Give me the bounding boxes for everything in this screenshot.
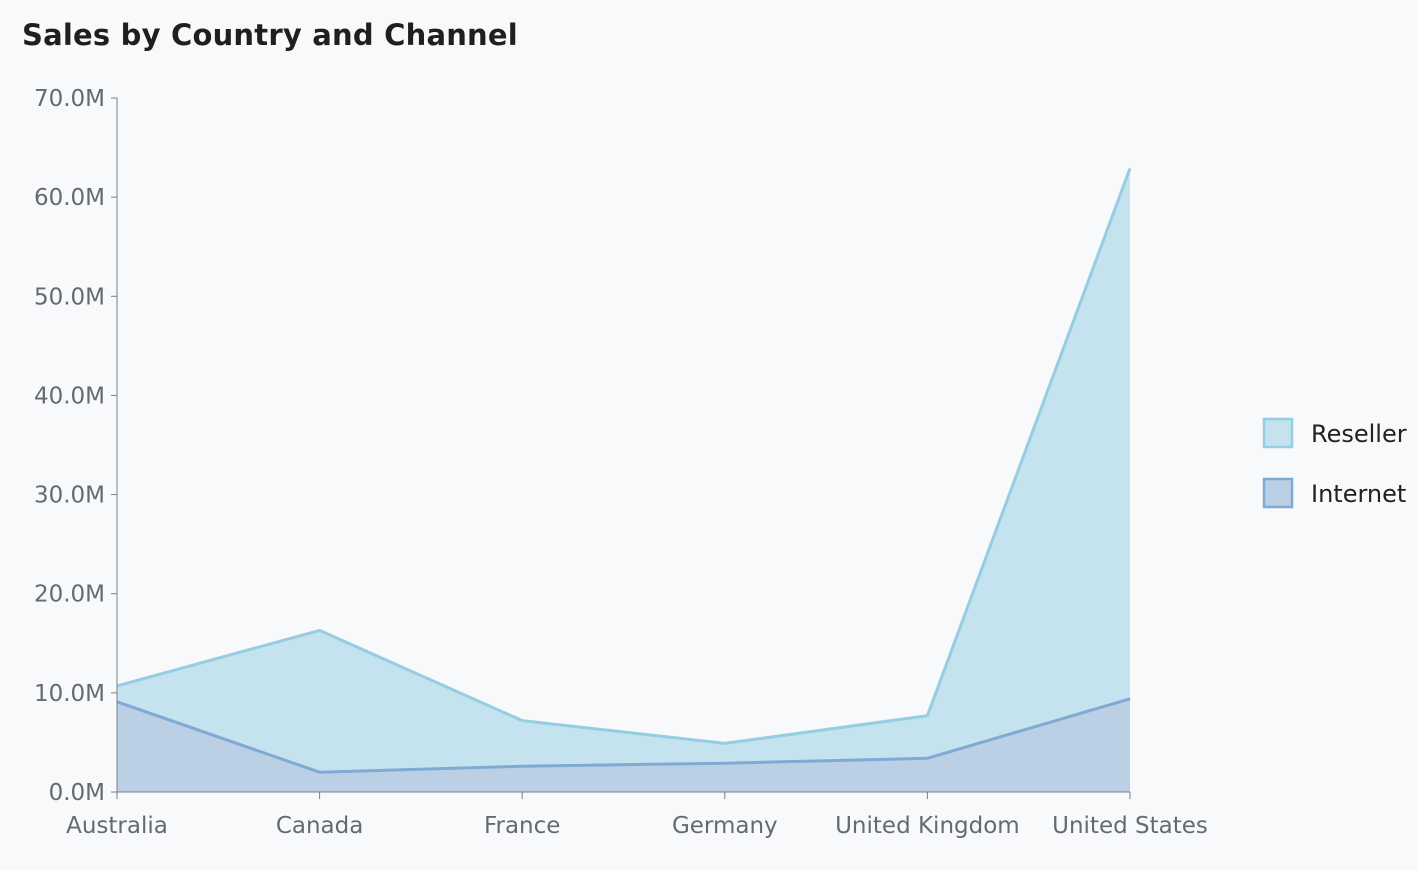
x-tick-label: Australia bbox=[66, 813, 168, 839]
y-tick-label: 40.0M bbox=[34, 383, 105, 409]
y-tick-label: 20.0M bbox=[34, 582, 105, 608]
legend-label-reseller: Reseller bbox=[1311, 420, 1407, 448]
y-tick-label: 70.0M bbox=[34, 86, 105, 112]
x-tick-label: United Kingdom bbox=[835, 813, 1020, 839]
legend-label-internet: Internet bbox=[1311, 480, 1406, 508]
x-tick-label: Canada bbox=[276, 813, 364, 839]
x-tick-label: Germany bbox=[672, 813, 778, 839]
series-areas bbox=[116, 167, 1132, 792]
legend-swatch-reseller bbox=[1262, 417, 1294, 449]
y-tick-label: 60.0M bbox=[34, 185, 105, 211]
area-reseller bbox=[117, 168, 1130, 792]
x-tick-label: France bbox=[484, 813, 560, 839]
y-tick-label: 0.0M bbox=[49, 780, 105, 806]
legend: Reseller Internet bbox=[1262, 417, 1407, 509]
area-internet bbox=[117, 698, 1130, 792]
legend-swatch-internet bbox=[1262, 477, 1294, 509]
chart-title: Sales by Country and Channel bbox=[22, 18, 518, 52]
y-tick-label: 50.0M bbox=[34, 284, 105, 310]
line-internet bbox=[116, 697, 1131, 774]
y-tick-label: 30.0M bbox=[34, 483, 105, 509]
line-reseller bbox=[116, 167, 1132, 745]
axes: 0.0M 10.0M 20.0M 30.0M 40.0M 50.0M 60.0M 70.0M A… bbox=[34, 86, 1208, 839]
y-tick-label: 10.0M bbox=[34, 681, 105, 707]
x-tick-label: United States bbox=[1052, 813, 1208, 839]
